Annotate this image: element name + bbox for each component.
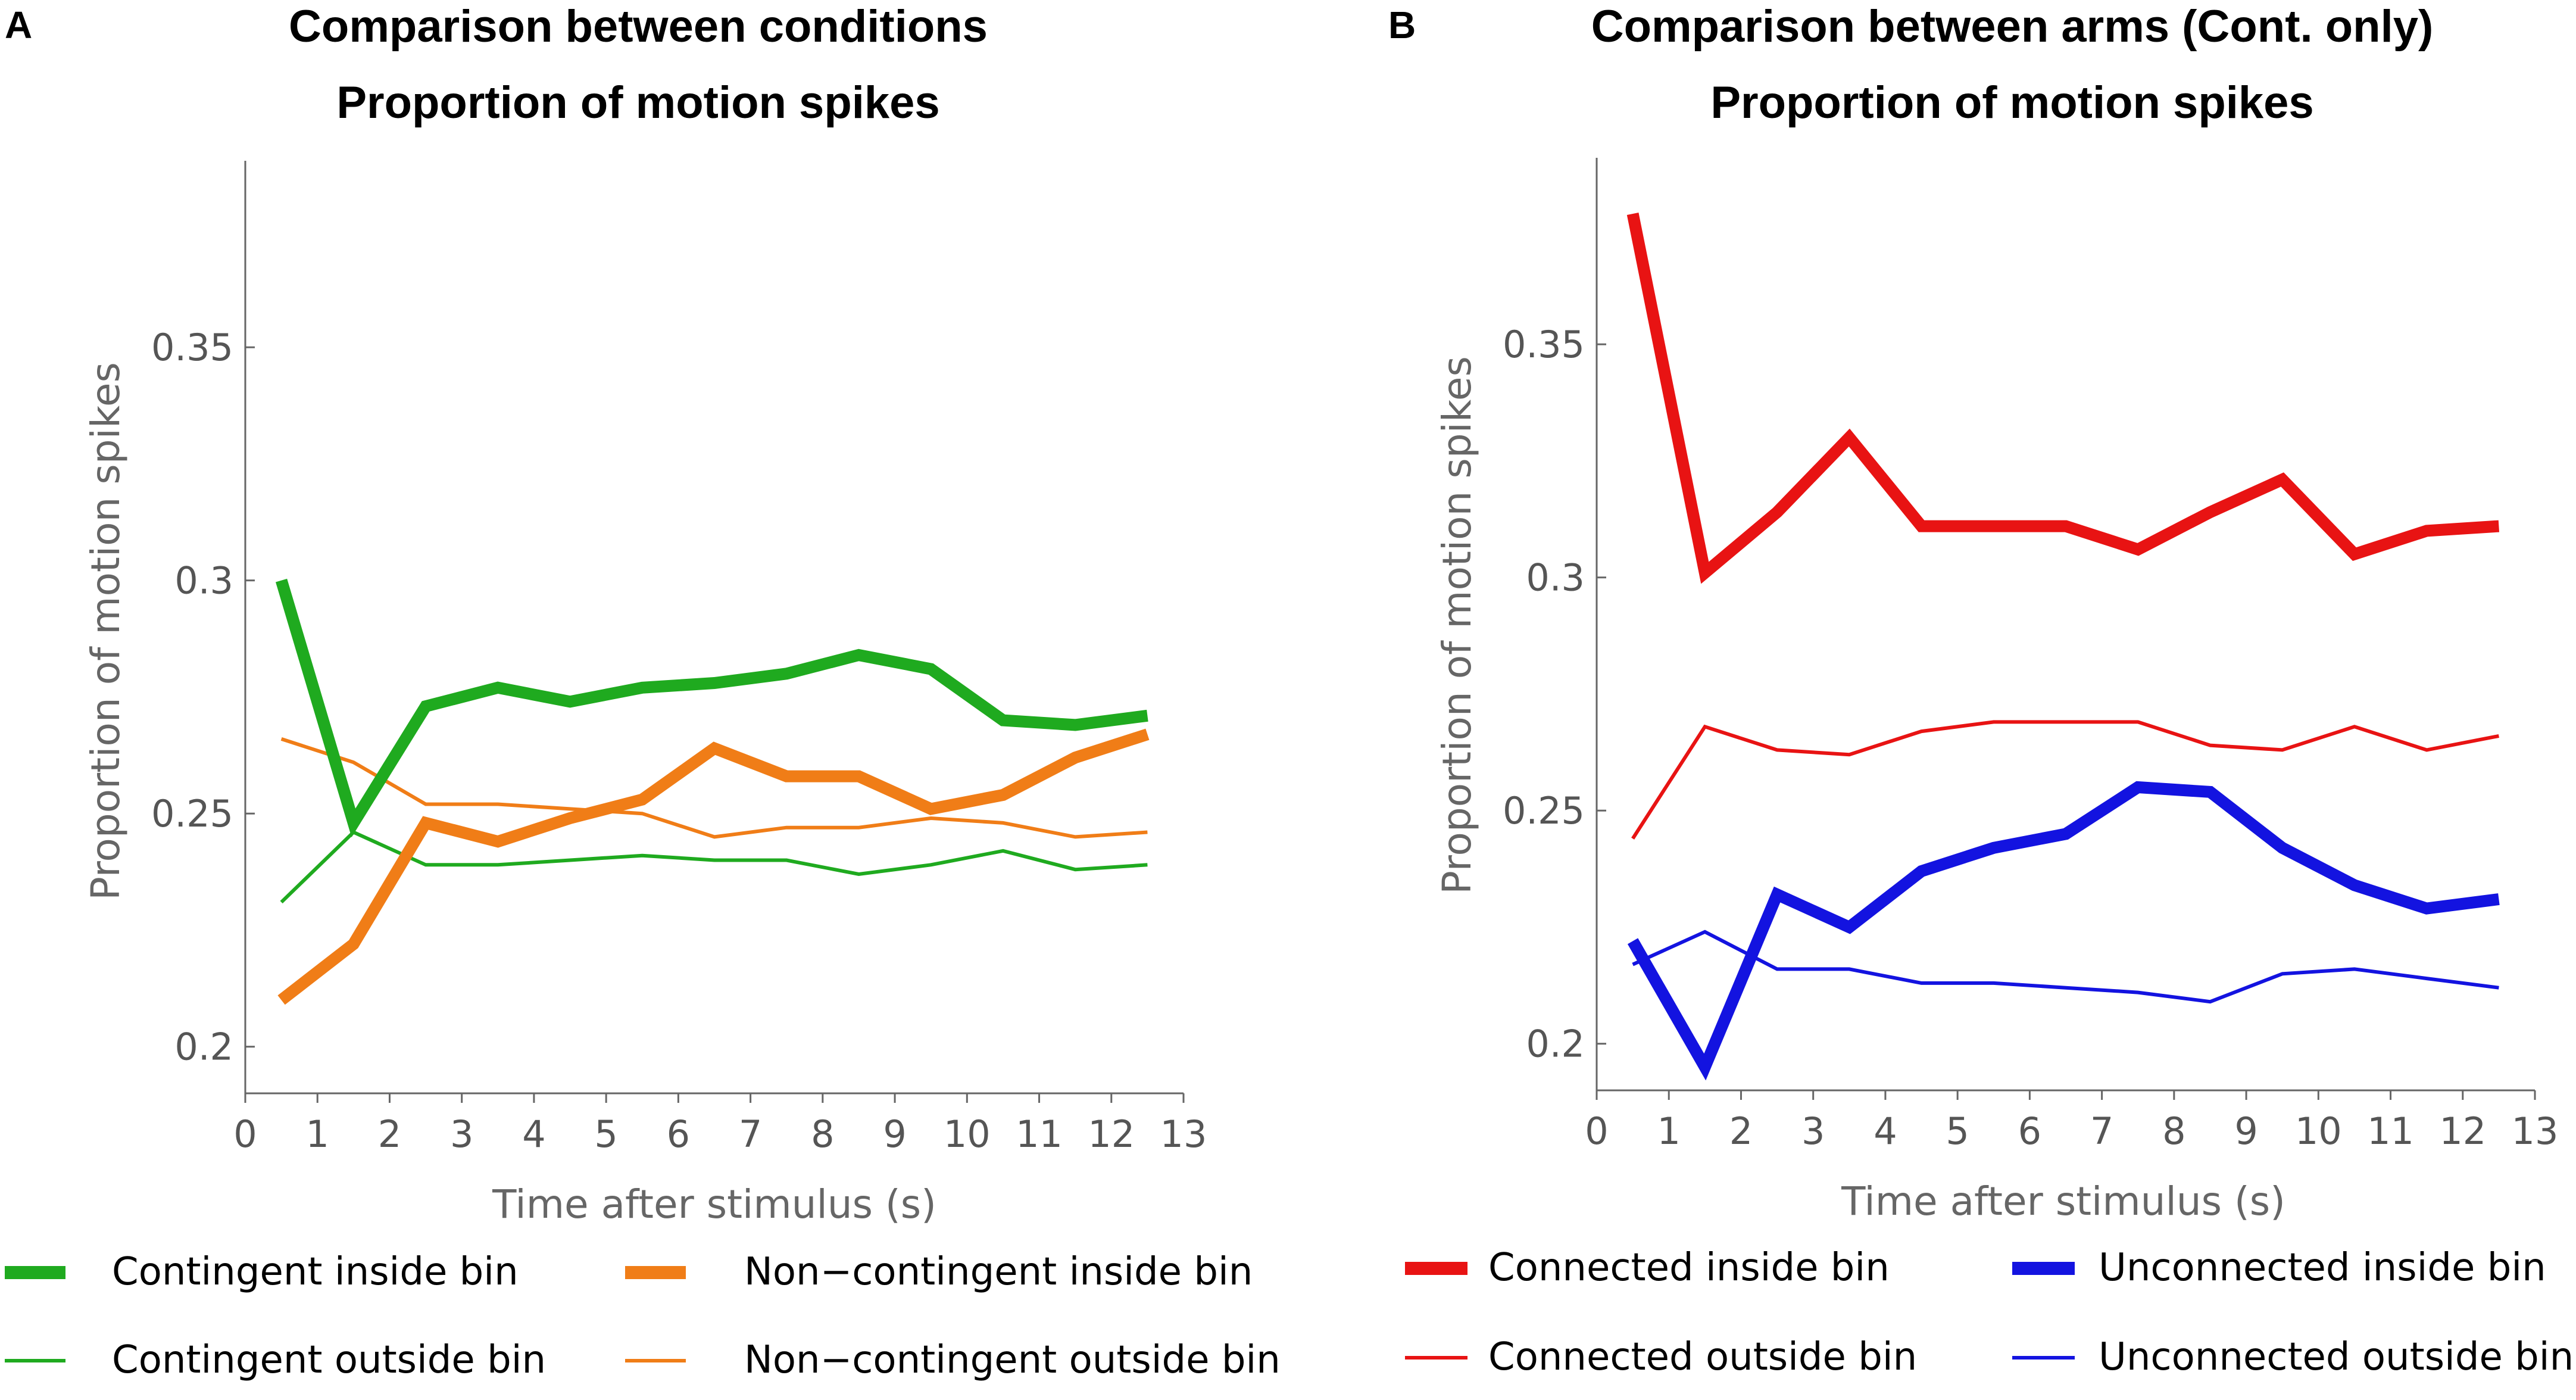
panel-b-subtitle: Proportion of motion spikes [1710,77,2313,128]
series-line-non-contingent-inside-bin [277,728,1150,1005]
series-line-contingent-inside-bin [276,578,1148,838]
x-tick-label: 2 [1729,1109,1753,1153]
x-tick-label: 11 [1016,1112,1063,1156]
x-tick-label: 12 [1088,1112,1135,1156]
x-tick-label: 5 [1946,1109,1969,1153]
legend-label: Connected inside bin [1488,1246,1890,1290]
panel-b-x-axis-label: Time after stimulus (s) [1841,1178,2285,1224]
panel-b-series [1626,213,2500,1081]
x-tick-label: 5 [594,1112,617,1156]
panel-a-subtitle: Proportion of motion spikes [336,77,939,128]
x-tick-label: 4 [1874,1109,1897,1153]
panel-a-legend: Contingent inside bin Non−contingent insi… [5,1250,1281,1382]
series-line-non-contingent-outside-bin [280,737,1148,839]
legend-label: Connected outside bin [1488,1335,1917,1379]
panel-a-x-axis-label: Time after stimulus (s) [492,1181,936,1227]
x-tick-label: 8 [811,1112,834,1156]
y-tick-label: 0.2 [174,1025,233,1069]
y-tick-label: 0.25 [151,792,233,835]
x-tick-label: 10 [944,1112,991,1156]
panel-b-axes: 0 1 2 3 4 5 6 7 8 9 10 11 12 130.20.250.30.35 [1503,158,2559,1153]
legend-label: Unconnected inside bin [2099,1246,2546,1290]
panel-a-y-axis-label: Proportion of motion spikes [83,362,129,900]
panel-a-series [276,578,1150,1005]
x-tick-label: 2 [378,1112,401,1156]
legend-label: Non−contingent outside bin [744,1338,1281,1382]
y-tick-label: 0.35 [1503,323,1585,366]
series-line-connected-inside-bin [1626,213,2500,584]
panel-b-legend: Connected inside bin Unconnected inside b… [1405,1246,2574,1379]
legend-label: Non−contingent inside bin [744,1250,1253,1294]
panel-b-letter: B [1388,4,1416,46]
x-tick-label: 10 [2295,1109,2342,1153]
panel-a-axes: 0 1 2 3 4 5 6 7 8 9 10 11 12 130.20.250.30.35 [151,161,1207,1156]
x-tick-label: 7 [739,1112,762,1156]
y-tick-label: 0.3 [174,559,233,603]
panel-b: B Comparison between arms (Cont. only) P… [1388,1,2574,1379]
panel-a-letter: A [5,4,32,46]
series-line-contingent-outside-bin [280,830,1148,904]
legend-label: Contingent inside bin [112,1250,519,1294]
x-tick-label: 0 [233,1112,257,1156]
x-tick-label: 0 [1585,1109,1608,1153]
panel-a-title: Comparison between conditions [289,1,988,52]
panel-b-title: Comparison between arms (Cont. only) [1591,1,2434,52]
panel-b-y-axis-label: Proportion of motion spikes [1434,356,1480,894]
series-line-connected-outside-bin [1631,720,2499,840]
x-tick-label: 13 [2512,1109,2559,1153]
x-tick-label: 9 [2234,1109,2257,1153]
y-tick-label: 0.2 [1526,1022,1585,1066]
x-tick-label: 1 [306,1112,329,1156]
x-tick-label: 1 [1657,1109,1681,1153]
x-tick-label: 9 [883,1112,906,1156]
panel-a: A Comparison between conditions Proporti… [5,1,1281,1382]
x-tick-label: 3 [450,1112,473,1156]
y-tick-label: 0.3 [1526,556,1585,600]
x-tick-label: 12 [2439,1109,2486,1153]
x-tick-label: 8 [2162,1109,2185,1153]
x-tick-label: 7 [2090,1109,2113,1153]
y-tick-label: 0.35 [151,326,233,369]
x-tick-label: 6 [2018,1109,2041,1153]
x-tick-label: 6 [667,1112,690,1156]
y-tick-label: 0.25 [1503,789,1585,832]
series-line-unconnected-outside-bin [1632,930,2499,1004]
x-tick-label: 3 [1801,1109,1825,1153]
x-tick-label: 13 [1160,1112,1207,1156]
legend-label: Contingent outside bin [112,1338,546,1382]
legend-label: Unconnected outside bin [2099,1335,2574,1379]
x-tick-label: 11 [2367,1109,2414,1153]
x-tick-label: 4 [522,1112,545,1156]
series-line-unconnected-inside-bin [1627,781,2500,1081]
